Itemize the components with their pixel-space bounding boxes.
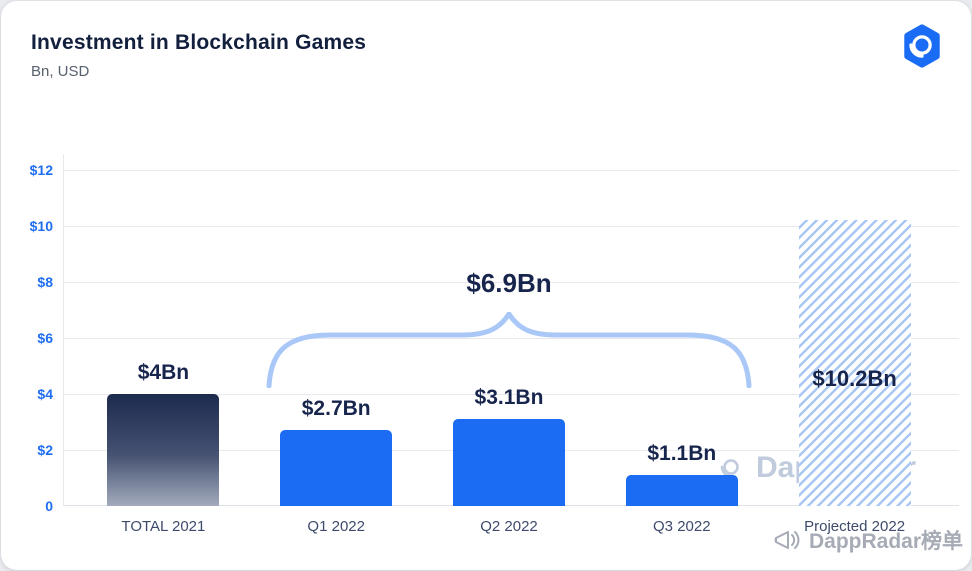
y-axis-tick: 0 (45, 498, 53, 514)
bar-group-q3-2022: $1.1Bn (595, 170, 768, 506)
x-axis-label: Q1 2022 (307, 518, 365, 535)
bars: $4Bn $2.7Bn $3.1Bn $1.1Bn $10.2Bn (63, 170, 959, 506)
x-axis-label: Projected 2022 (804, 518, 906, 535)
megaphone-icon (774, 531, 800, 549)
bar-chart-plot: $12 $10 $8 $6 $4 $2 0 DappRadar $6.9Bn $… (30, 154, 959, 514)
bar-value-label: $3.1Bn (474, 386, 544, 410)
y-axis-tick: $6 (37, 330, 53, 346)
watermark-bottom: DappRadar榜单 (771, 524, 963, 556)
gridline (63, 394, 959, 395)
gridline (63, 281, 959, 283)
x-axis-label: Q2 2022 (480, 518, 538, 535)
chart-header: Investment in Blockchain Games Bn, USD (31, 31, 366, 80)
y-axis-tick: $12 (29, 162, 53, 178)
bar-value-label: $1.1Bn (647, 442, 717, 466)
y-axis-tick: $8 (37, 273, 53, 290)
bar-group-projected-2022: $10.2Bn (768, 170, 941, 506)
bar-value-label: $4Bn (137, 361, 190, 384)
gridline (63, 226, 959, 227)
bar-group-total-2021: $4Bn (77, 170, 250, 506)
watermark-bottom-text: DappRadar榜单 (808, 530, 963, 553)
bar-projected-2022: $10.2Bn (798, 220, 911, 506)
dappradar-logo-icon (899, 23, 945, 69)
bar-group-q2-2022: $3.1Bn (423, 170, 596, 506)
gridline (63, 338, 959, 339)
bar-q2-2022 (452, 419, 565, 506)
brace-annotation-icon (266, 312, 752, 388)
x-axis-label: TOTAL 2021 (121, 518, 206, 535)
gridline (63, 170, 959, 171)
y-axis-tick: $2 (37, 441, 53, 458)
x-axis-label: Q3 2022 (653, 518, 711, 535)
bar-value-label: $2.7Bn (301, 397, 371, 421)
bar-total-2021 (107, 394, 220, 506)
annotation-label: $6.9Bn (466, 268, 552, 298)
bar-q3-2022 (625, 475, 738, 506)
bar-q1-2022 (280, 430, 393, 506)
page-title: Investment in Blockchain Games (31, 31, 367, 54)
y-axis-line (63, 154, 64, 506)
y-axis-tick: $10 (29, 218, 53, 234)
bar-value-label: $10.2Bn (812, 366, 897, 392)
y-axis-tick: $4 (37, 386, 53, 402)
y-axis: $12 $10 $8 $6 $4 $2 0 (7, 162, 53, 514)
bar-group-q1-2022: $2.7Bn (250, 170, 423, 506)
chart-units-label: Bn, USD (31, 63, 90, 80)
x-axis: TOTAL 2021 Q1 2022 Q2 2022 Q3 2022 Proje… (63, 518, 959, 535)
